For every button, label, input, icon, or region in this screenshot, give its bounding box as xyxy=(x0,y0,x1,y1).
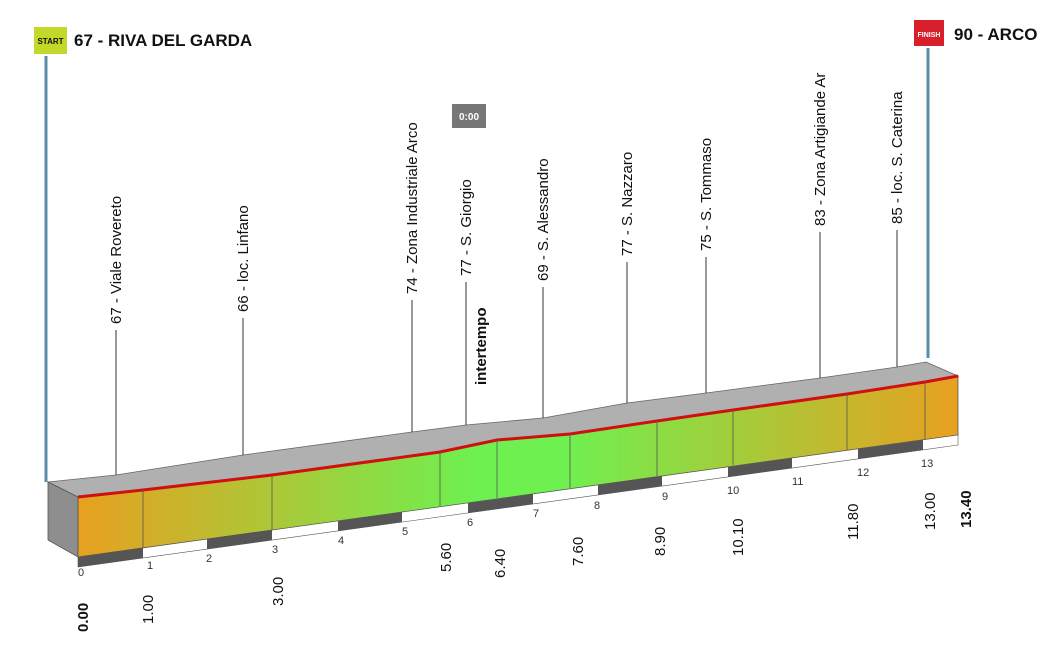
section-lines xyxy=(142,382,926,548)
distance-label: 13.00 xyxy=(922,492,939,530)
start-badge: START xyxy=(37,37,63,46)
time-badge-bg xyxy=(452,104,486,128)
distance-label: 10.10 xyxy=(730,518,747,556)
scale-label: 5 xyxy=(402,526,408,538)
scale-label: 8 xyxy=(594,500,600,512)
scale-label: 0 xyxy=(78,567,84,579)
time-badge: 0:00 xyxy=(459,112,479,123)
start-label: 67 - RIVA DEL GARDA xyxy=(74,31,252,50)
distance-label: 6.40 xyxy=(492,549,509,578)
distance-label: 5.60 xyxy=(438,543,455,572)
waypoint-label: 66 - loc. Linfano xyxy=(235,205,252,312)
finish-badge: FINISH xyxy=(918,32,941,39)
scale-label: 10 xyxy=(727,485,739,497)
scale-label: 2 xyxy=(206,553,212,565)
scale-label: 12 xyxy=(857,467,869,479)
waypoint-label: 74 - Zona Industriale Arco xyxy=(404,122,421,294)
finish-badge-bg xyxy=(914,20,944,46)
km-strip-segments xyxy=(78,440,923,567)
finish-label: 90 - ARCO xyxy=(954,25,1037,44)
scale-label: 9 xyxy=(662,491,668,503)
waypoint-label: 83 - Zona Artigiande Ar xyxy=(812,73,829,226)
scale-label: 3 xyxy=(272,544,278,556)
scale-label: 6 xyxy=(467,517,473,529)
waypoint-label: 67 - Viale Rovereto xyxy=(108,196,125,324)
distance-label: 7.60 xyxy=(570,537,587,566)
distance-label: 1.00 xyxy=(140,595,157,624)
waypoint-label: 85 - loc. S. Caterina xyxy=(889,91,906,224)
waypoint-label: 77 - S. Nazzaro xyxy=(619,152,636,256)
start-badge-bg xyxy=(34,27,67,54)
waypoint-label: 77 - S. Giorgio xyxy=(458,179,475,276)
distance-label: 13.40 xyxy=(958,490,975,528)
distance-label: 8.90 xyxy=(652,527,669,556)
scale-label: 4 xyxy=(338,535,344,547)
waypoint-label: 75 - S. Tommaso xyxy=(698,138,715,251)
distance-label: 3.00 xyxy=(270,577,287,606)
scale-label: 7 xyxy=(533,508,539,520)
intertempo-label: intertempo xyxy=(473,307,490,385)
waypoint-label: 69 - S. Alessandro xyxy=(535,158,552,281)
distance-label: 11.80 xyxy=(845,504,862,540)
scale-label: 13 xyxy=(921,458,933,470)
scale-label: 1 xyxy=(147,560,153,572)
distance-label: 0.00 xyxy=(75,603,92,632)
scale-label: 11 xyxy=(792,476,803,488)
